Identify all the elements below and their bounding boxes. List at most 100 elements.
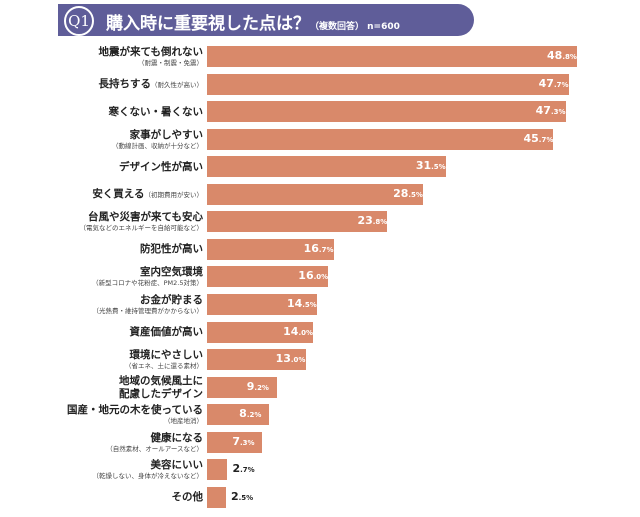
category-sub-text: （光熱費・維持管理費がかからない） [92,307,204,316]
category-sub-text: （耐震・制震・免震） [138,59,203,67]
category-label: 資産価値が高い [130,320,204,346]
chart-row: 地域の気候風土に 配慮したデザイン 9.2% [0,375,640,401]
category-main-label: 環境にやさしい [130,349,204,362]
category-sub-text: （動線計画、収納が十分など） [112,141,203,150]
data-label: 16.0% [298,269,329,283]
bar [207,183,424,205]
chart-row: 寒くない・暑くない 47.3% [0,99,640,125]
bar [207,376,277,398]
category-main-label: 国産・地元の木を使っている [67,404,203,417]
bar [207,404,270,426]
category-main-text: 台風や災害が来ても安心 [88,211,203,224]
category-label: その他 [172,485,204,511]
bar [207,459,228,481]
category-main-text: 安く買える [92,187,145,200]
chart-row: 防犯性が高い 16.7% [0,237,640,263]
chart-row: 資産価値が高い 14.0% [0,320,640,346]
category-sub-text: （新型コロナや花粉症、PM2.5対策） [92,279,203,288]
data-label: 16.7% [303,241,334,255]
category-main-label: 台風や災害が来ても安心 [88,211,203,224]
data-label: 14.5% [286,297,317,311]
bar [207,431,263,453]
chart-row: 美容にいい （乾燥しない、身体が冷えないなど） 2.7% [0,457,640,483]
data-label: 14.0% [283,324,313,338]
category-main-text: 環境にやさしい [129,349,204,362]
category-label: 健康になる （自然素材、オールアースなど） [106,430,203,456]
chart-row: 長持ちする（耐久性が高い） 47.7% [0,72,640,98]
category-main-label: お金が貯まる [140,294,203,307]
category-label: 地震が来ても倒れない （耐震・制震・免震） [99,44,203,70]
category-sub-text: （電気などのエネルギーを自給可能など） [79,224,204,233]
bar [207,128,554,150]
category-sub-text: （地産地消） [164,417,203,426]
data-label: 2.5% [230,489,254,503]
category-label: 寒くない・暑くない [109,99,204,125]
category-main-text: 美容にいい [150,459,204,472]
category-sub-text: （自然素材、オールアースなど） [106,444,203,453]
category-main-text: 防犯性が高い [140,243,203,256]
question-title: 購入時に重要視した点は？（複数回答） n=600 [106,9,400,34]
data-label: 23.8% [357,214,388,228]
data-label: 7.3% [232,434,255,448]
bar [207,266,329,288]
category-label: 家事がしやすい （動線計画、収納が十分など） [112,127,203,153]
chart-row: 環境にやさしい （省エネ、土に還る素材） 13.0% [0,347,640,373]
data-label: 47.7% [538,76,569,90]
category-main-label: デザイン性が高い [119,161,203,174]
category-main-text: お金が貯まる [140,294,203,307]
category-main-label: その他 [172,491,204,504]
category-main-label: 長持ちする（耐久性が高い） [99,78,204,92]
category-sub-text: （初期費用が安い） [144,190,204,199]
category-main-text: デザイン性が高い [119,160,203,173]
data-label: 13.0% [275,352,306,366]
category-main-label: 地域の気候風土に [119,375,203,388]
category-label: 国産・地元の木を使っている （地産地消） [67,402,203,428]
data-label: 28.5% [393,186,423,200]
question-badge: Q1 [64,6,94,36]
category-sub-text: （乾燥しない、身体が冷えないなど） [92,472,204,481]
question-title-bar: Q1 購入時に重要視した点は？（複数回答） n=600 [58,4,474,36]
bar [207,73,569,95]
category-main-text: 健康になる [150,431,204,444]
data-label: 9.2% [246,379,269,393]
bar [207,238,334,260]
category-main-label: 安く買える（初期費用が安い） [92,188,203,202]
category-label: 美容にいい （乾燥しない、身体が冷えないなど） [93,457,204,483]
chart-row: 室内空気環境 （新型コロナや花粉症、PM2.5対策） 16.0% [0,264,640,290]
category-main-text: 地域の気候風土に [119,374,203,387]
category-main-label: 地震が来ても倒れない [99,46,203,59]
category-label: 安く買える（初期費用が安い） [92,182,203,208]
bar [207,294,317,316]
data-label: 2.7% [232,462,255,476]
category-label: 防犯性が高い [140,237,203,263]
category-main-text: 寒くない・暑くない [108,105,204,118]
chart-row: その他 2.5% [0,485,640,511]
chart-row: デザイン性が高い 31.5% [0,154,640,180]
category-main-label: 資産価値が高い [130,326,204,339]
category-label: デザイン性が高い [119,154,203,180]
category-main-label: 健康になる [151,432,204,445]
category-label: 室内空気環境 （新型コロナや花粉症、PM2.5対策） [92,264,203,290]
category-main-text: 家事がしやすい [129,128,203,141]
category-sub-text: （耐久性が高い） [151,80,203,89]
data-label: 31.5% [415,159,446,173]
category-label: 台風や災害が来ても安心 （電気などのエネルギーを自給可能など） [80,209,204,235]
data-label: 48.8% [547,49,577,62]
category-label: 環境にやさしい （省エネ、土に還る素材） [125,347,203,373]
title-sub: （複数回答） n=600 [310,22,400,32]
category-label: 長持ちする（耐久性が高い） [99,72,204,98]
category-label: お金が貯まる （光熱費・維持管理費がかからない） [93,292,204,318]
chart-row: お金が貯まる （光熱費・維持管理費がかからない） 14.5% [0,292,640,318]
category-main-label: 防犯性が高い [140,243,203,256]
chart-row: 安く買える（初期費用が安い） 28.5% [0,182,640,208]
category-main-text: 資産価値が高い [129,326,204,339]
category-main-text: その他 [171,491,204,504]
category-main-text: 国産・地元の木を使っている [67,404,203,417]
category-main-text: 地震が来ても倒れない [98,46,203,58]
category-sub-text: 配慮したデザイン [119,387,203,400]
chart-row: 地震が来ても倒れない （耐震・制震・免震） 48.8% [0,44,640,70]
data-label: 8.2% [239,407,262,421]
category-label: 地域の気候風土に 配慮したデザイン [119,375,203,401]
chart-row: 国産・地元の木を使っている （地産地消） 8.2% [0,402,640,428]
category-main-label: 美容にいい [151,459,204,472]
